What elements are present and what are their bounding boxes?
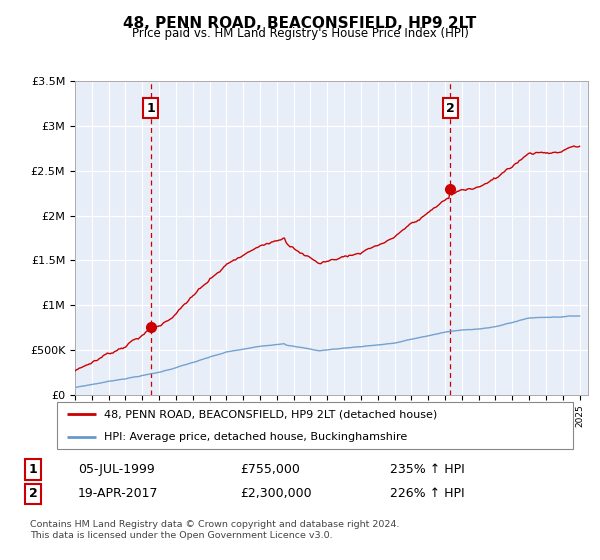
- Text: 235% ↑ HPI: 235% ↑ HPI: [390, 463, 465, 476]
- Text: 226% ↑ HPI: 226% ↑ HPI: [390, 487, 464, 501]
- Text: Contains HM Land Registry data © Crown copyright and database right 2024.
This d: Contains HM Land Registry data © Crown c…: [30, 520, 400, 540]
- Text: Price paid vs. HM Land Registry's House Price Index (HPI): Price paid vs. HM Land Registry's House …: [131, 27, 469, 40]
- Text: £2,300,000: £2,300,000: [240, 487, 311, 501]
- Text: £755,000: £755,000: [240, 463, 300, 476]
- Text: 48, PENN ROAD, BEACONSFIELD, HP9 2LT: 48, PENN ROAD, BEACONSFIELD, HP9 2LT: [124, 16, 476, 31]
- Text: 48, PENN ROAD, BEACONSFIELD, HP9 2LT (detached house): 48, PENN ROAD, BEACONSFIELD, HP9 2LT (de…: [104, 409, 437, 419]
- Text: 1: 1: [146, 101, 155, 115]
- Text: 19-APR-2017: 19-APR-2017: [78, 487, 158, 501]
- Text: 2: 2: [446, 101, 454, 115]
- Text: 05-JUL-1999: 05-JUL-1999: [78, 463, 155, 476]
- Text: HPI: Average price, detached house, Buckinghamshire: HPI: Average price, detached house, Buck…: [104, 432, 407, 442]
- Text: 1: 1: [29, 463, 37, 476]
- FancyBboxPatch shape: [56, 402, 574, 449]
- Text: 2: 2: [29, 487, 37, 501]
